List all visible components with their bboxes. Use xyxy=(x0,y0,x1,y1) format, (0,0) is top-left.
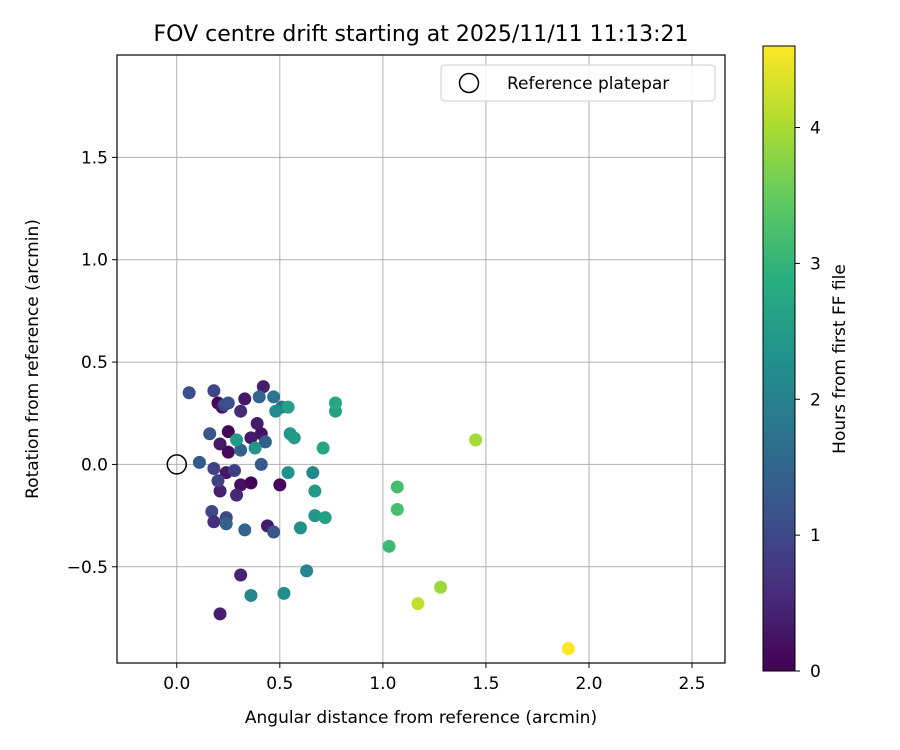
data-point xyxy=(252,390,266,404)
data-point xyxy=(306,466,320,480)
y-tick-label: 1.0 xyxy=(81,251,108,271)
data-point xyxy=(411,597,425,611)
colorbar-tick-label: 2 xyxy=(810,390,821,410)
data-point xyxy=(221,425,235,439)
legend-box xyxy=(440,64,716,102)
colorbar-tick-label: 3 xyxy=(810,254,821,274)
chart-title: FOV centre drift starting at 2025/11/11 … xyxy=(154,22,689,47)
data-point xyxy=(211,474,225,488)
legend: Reference platepar xyxy=(440,64,716,102)
legend-marker-icon xyxy=(458,72,480,94)
scatter-points xyxy=(182,380,575,656)
data-point xyxy=(267,525,281,539)
grid-lines xyxy=(117,55,725,663)
data-point xyxy=(207,515,221,529)
data-point xyxy=(238,392,252,406)
data-point xyxy=(205,505,219,519)
data-point xyxy=(203,427,217,441)
data-point xyxy=(316,441,330,455)
x-tick-label: 0.0 xyxy=(163,674,190,694)
data-point xyxy=(234,443,248,457)
x-tick-label: 0.5 xyxy=(266,674,293,694)
data-point xyxy=(213,607,227,621)
data-point xyxy=(234,568,248,582)
x-tick-label: 2.5 xyxy=(679,674,706,694)
data-point xyxy=(434,580,448,594)
y-tick-label: 1.5 xyxy=(81,148,108,168)
data-point xyxy=(192,455,206,469)
data-point xyxy=(219,517,233,531)
colorbar-gradient xyxy=(762,45,796,672)
data-point xyxy=(308,509,322,523)
legend-label: Reference platepar xyxy=(507,74,669,94)
data-point xyxy=(561,642,575,656)
y-axis-ticks: −0.5 0.0 0.5 1.0 1.5 xyxy=(67,148,117,578)
colorbar-label: Hours from first FF file xyxy=(830,264,850,454)
data-point xyxy=(254,457,268,471)
plot-frame xyxy=(116,54,726,664)
data-point xyxy=(250,416,264,430)
data-point xyxy=(277,586,291,600)
y-tick-label: 0.5 xyxy=(81,353,108,373)
data-point xyxy=(213,437,227,451)
y-axis-label: Rotation from reference (arcmin) xyxy=(23,219,43,499)
data-point xyxy=(382,539,396,553)
data-point xyxy=(221,396,235,410)
data-point xyxy=(234,404,248,418)
colorbar-tick-label: 4 xyxy=(810,119,821,139)
data-point xyxy=(182,386,196,400)
data-point xyxy=(258,435,272,449)
data-point xyxy=(273,478,287,492)
data-point xyxy=(469,433,483,447)
colorbar: 0 1 2 3 4 Hours from first FF file xyxy=(762,45,850,682)
x-axis-label: Angular distance from reference (arcmin) xyxy=(245,708,597,728)
data-point xyxy=(213,484,227,498)
data-point xyxy=(390,480,404,494)
colorbar-tick-label: 1 xyxy=(810,526,821,546)
data-point xyxy=(248,441,262,455)
data-point xyxy=(221,445,235,459)
data-point xyxy=(230,488,244,502)
data-point xyxy=(287,431,301,445)
data-point xyxy=(227,464,241,478)
data-point xyxy=(269,404,283,418)
x-tick-label: 1.5 xyxy=(472,674,499,694)
data-point xyxy=(244,588,258,602)
reference-marker xyxy=(166,454,188,475)
data-point xyxy=(256,380,270,394)
data-point xyxy=(318,511,332,525)
data-point xyxy=(234,478,248,492)
reference-point-icon xyxy=(166,454,188,475)
data-point xyxy=(238,523,252,537)
x-tick-label: 2.0 xyxy=(575,674,602,694)
data-point xyxy=(267,390,281,404)
data-point xyxy=(300,564,314,578)
data-point xyxy=(281,400,295,414)
y-tick-label: 0.0 xyxy=(81,455,108,475)
data-point xyxy=(230,433,244,447)
data-point xyxy=(207,462,221,476)
x-tick-label: 1.0 xyxy=(369,674,396,694)
data-point xyxy=(207,384,221,398)
y-tick-label: −0.5 xyxy=(67,558,108,578)
data-point xyxy=(244,431,258,445)
data-point xyxy=(328,396,342,410)
colorbar-ticks: 0 1 2 3 4 xyxy=(795,119,821,682)
x-axis-ticks: 0.0 0.5 1.0 1.5 2.0 2.5 xyxy=(163,663,706,694)
colorbar-tick-label: 0 xyxy=(810,662,821,682)
data-point xyxy=(390,502,404,516)
data-point xyxy=(244,476,258,490)
data-point xyxy=(308,484,322,498)
data-point xyxy=(281,466,295,480)
data-point xyxy=(293,521,307,535)
